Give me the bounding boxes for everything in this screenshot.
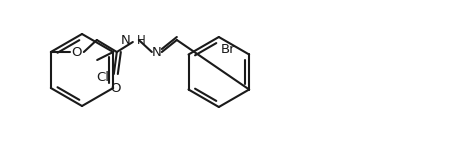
Text: N: N (121, 34, 131, 46)
Text: Cl: Cl (96, 71, 109, 84)
Text: Br: Br (221, 43, 236, 56)
Text: O: O (111, 82, 121, 95)
Text: O: O (72, 46, 82, 58)
Text: N: N (152, 46, 162, 58)
Text: H: H (137, 34, 145, 46)
